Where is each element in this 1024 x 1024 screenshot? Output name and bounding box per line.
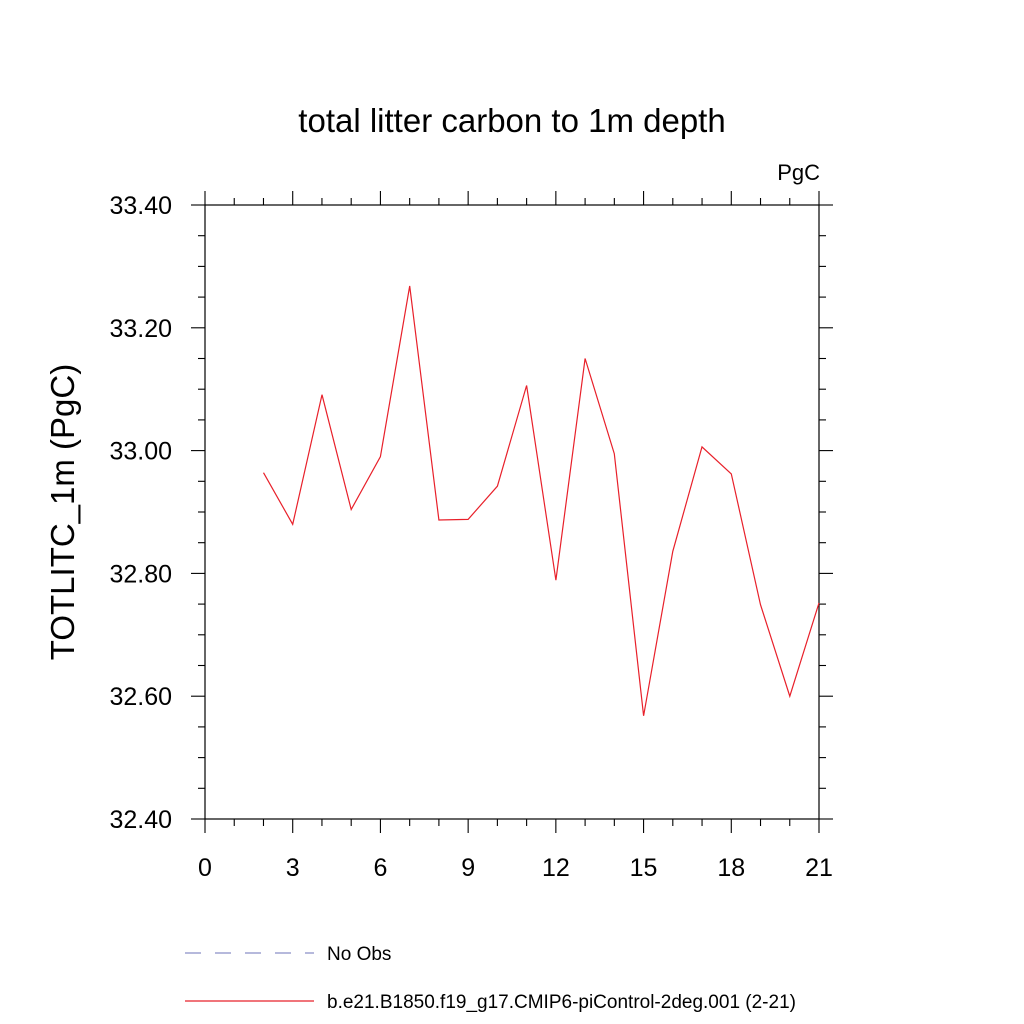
- y-tick-label: 33.20: [109, 315, 172, 343]
- x-tick-label: 6: [373, 854, 387, 882]
- y-tick-label: 32.80: [109, 560, 172, 588]
- legend-label-no-obs: No Obs: [327, 944, 391, 965]
- x-tick-label: 9: [461, 854, 475, 882]
- x-tick-label: 3: [286, 854, 300, 882]
- chart-title: total litter carbon to 1m depth: [298, 102, 725, 139]
- y-tick-label: 33.00: [109, 438, 172, 466]
- x-tick-label: 12: [542, 854, 570, 882]
- series-line-0: [262, 285, 820, 716]
- y-tick-label: 32.40: [109, 806, 172, 834]
- y-axis-label: TOTLITC_1m (PgC): [44, 364, 81, 660]
- plot-area: [204, 204, 820, 820]
- plot-frame: [204, 204, 820, 820]
- y-axis: 32.40 32.60 32.80 33.00 33.20 33.40: [109, 192, 833, 834]
- series-layer: [262, 285, 820, 716]
- x-tick-label: 21: [805, 854, 833, 882]
- units-label: PgC: [777, 160, 820, 185]
- legend: No Obs b.e21.B1850.f19_g17.CMIP6-piContr…: [185, 944, 796, 1013]
- x-axis: 0 3 6 9 12 15 18 21: [198, 191, 833, 882]
- x-tick-label: 18: [717, 854, 745, 882]
- legend-label-model: b.e21.B1850.f19_g17.CMIP6-piControl-2deg…: [327, 992, 796, 1013]
- x-tick-label: 15: [630, 854, 658, 882]
- y-tick-label: 33.40: [109, 192, 172, 220]
- x-tick-label: 0: [198, 854, 212, 882]
- y-tick-label: 32.60: [109, 683, 172, 711]
